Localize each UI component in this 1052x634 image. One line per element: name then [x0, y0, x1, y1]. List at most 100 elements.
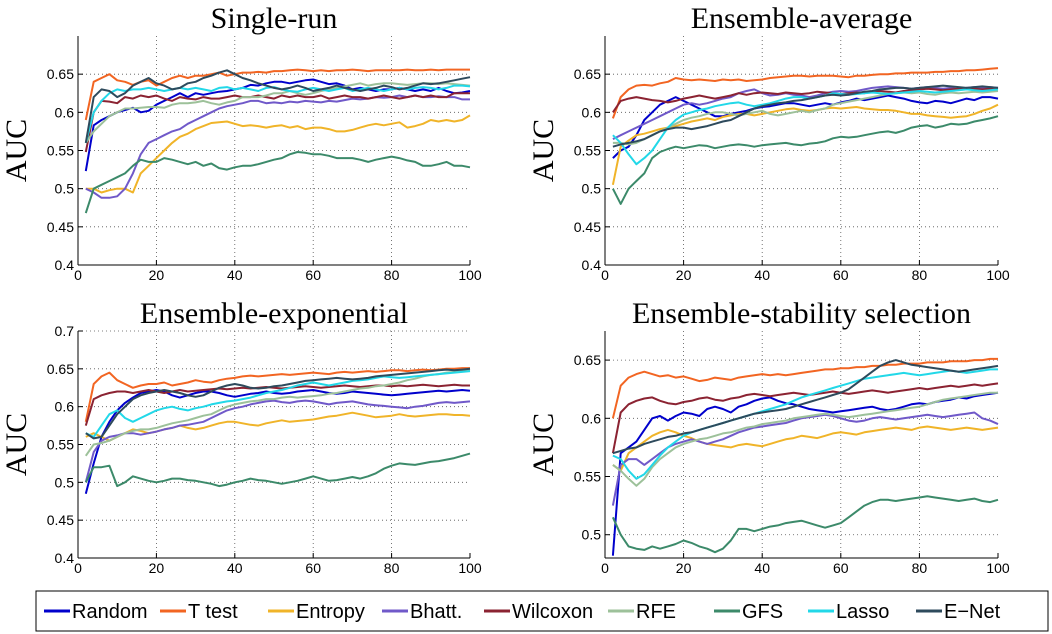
x-tick-label: 20: [676, 560, 692, 576]
y-tick-label: 0.65: [47, 361, 74, 377]
x-tick-label: 0: [74, 560, 82, 576]
x-tick-label: 60: [305, 267, 321, 283]
x-tick-label: 0: [601, 560, 609, 576]
x-tick-label: 100: [458, 267, 482, 283]
series-line-gfs: [84, 151, 471, 214]
y-tick-label: 0.65: [47, 66, 74, 82]
legend-label: RFE: [636, 601, 676, 623]
series-line-wilcoxon: [611, 382, 999, 454]
y-tick-label: 0.45: [574, 219, 601, 235]
y-tick-label: 0.6: [55, 399, 75, 415]
series-line-entropy: [612, 425, 999, 472]
series-line-bhatt: [612, 85, 999, 140]
y-tick-label: 0.45: [47, 219, 74, 235]
series-line-wilcoxon: [84, 92, 470, 153]
series-line-e-net: [85, 367, 471, 440]
series-line-rfe: [84, 369, 471, 457]
y-tick-label: 0.55: [574, 143, 601, 159]
y-tick-label: 0.5: [55, 181, 75, 197]
x-tick-label: 100: [458, 560, 482, 576]
y-tick-label: 0.6: [582, 104, 602, 120]
x-tick-label: 60: [833, 560, 849, 576]
y-tick-label: 0.5: [582, 527, 602, 543]
y-tick-label: 0.4: [55, 550, 75, 566]
series-line-lasso: [612, 88, 999, 166]
series-line-wilcoxon: [612, 86, 999, 113]
y-tick-label: 0.5: [55, 474, 75, 490]
x-tick-label: 60: [305, 560, 321, 576]
y-axis-label: AUC: [0, 413, 33, 476]
legend-label: Entropy: [296, 601, 365, 623]
y-axis-label: AUC: [527, 119, 560, 182]
series-line-rfe: [84, 82, 471, 144]
y-tick-label: 0.7: [55, 323, 75, 339]
series-line-gfs: [611, 495, 999, 554]
x-tick-label: 20: [149, 267, 165, 283]
y-tick-label: 0.45: [47, 512, 74, 528]
x-tick-label: 100: [986, 560, 1010, 576]
series-line-wilcoxon: [84, 383, 470, 426]
y-tick-label: 0.55: [47, 437, 74, 453]
series-line-e-net: [612, 84, 999, 148]
y-axis-label: AUC: [0, 119, 33, 182]
series-line-lasso: [85, 370, 471, 438]
series-line-bhatt: [84, 399, 471, 483]
series-line-e-net: [84, 69, 471, 144]
legend-label: Wilcoxon: [512, 601, 593, 623]
chart-panel-1: 0 20 40 60 80 100 0.4 0.45 0.5 0.55 0.6 0.65 Single-…: [0, 2, 482, 283]
series-line-e-net: [612, 359, 999, 455]
y-tick-label: 0.55: [47, 143, 74, 159]
x-tick-label: 80: [912, 560, 928, 576]
y-tick-label: 0.65: [574, 352, 601, 368]
x-tick-label: 40: [227, 267, 243, 283]
chart-panel-4: 0 20 40 60 80 100 0.5 0.55 0.6 0.65 Ensemble-stabi…: [527, 297, 1010, 576]
y-tick-label: 0.6: [55, 104, 75, 120]
series-line-random: [84, 389, 471, 494]
series-line-entropy: [85, 114, 471, 194]
y-tick-label: 0.4: [55, 257, 75, 273]
series-line-t-test: [611, 67, 999, 119]
series-line-gfs: [84, 452, 471, 488]
x-tick-label: 80: [384, 267, 400, 283]
series-line-t-test: [84, 68, 470, 121]
chart-title: Ensemble-exponential: [140, 297, 408, 330]
chart-panel-3: 0 20 40 60 80 100 0.4 0.45 0.5 0.55 0.6 0.65 0.7 Ense…: [0, 297, 482, 576]
legend-label: Lasso: [836, 601, 889, 623]
series-line-lasso: [612, 368, 998, 480]
series-line-gfs: [612, 115, 999, 205]
y-tick-label: 0.55: [574, 469, 601, 485]
series-line-bhatt: [611, 411, 999, 506]
y-tick-label: 0.4: [582, 257, 602, 273]
chart-title: Single-run: [211, 2, 338, 35]
legend-label: E−Net: [944, 601, 1001, 623]
x-tick-label: 40: [754, 560, 770, 576]
y-axis-label: AUC: [527, 413, 560, 476]
series-line-random: [612, 94, 999, 159]
legend-label: Bhatt.: [410, 601, 462, 623]
chart-title: Ensemble-stability selection: [632, 297, 971, 330]
x-tick-label: 80: [384, 560, 400, 576]
y-tick-label: 0.5: [582, 181, 602, 197]
series-line-rfe: [612, 391, 998, 487]
series-line-t-test: [84, 367, 470, 423]
x-tick-label: 40: [754, 267, 770, 283]
legend-label: GFS: [742, 601, 783, 623]
x-tick-label: 20: [149, 560, 165, 576]
series-line-rfe: [612, 90, 999, 146]
x-tick-label: 40: [227, 560, 243, 576]
legend-box: [35, 590, 1049, 632]
x-tick-label: 60: [833, 267, 849, 283]
x-tick-label: 100: [986, 267, 1010, 283]
x-tick-label: 0: [74, 267, 82, 283]
x-tick-label: 0: [601, 267, 609, 283]
x-tick-label: 80: [912, 267, 928, 283]
x-tick-label: 20: [676, 267, 692, 283]
y-tick-label: 0.6: [582, 410, 602, 426]
legend: Random T test Entropy Bhatt. Wilcoxon RFE GFS L…: [35, 590, 1049, 632]
legend-label: T test: [188, 601, 238, 623]
chart-panel-2: 0 20 40 60 80 100 0.4 0.45 0.5 0.55 0.6 0.65 Ensembl…: [527, 2, 1010, 283]
series-line-t-test: [611, 357, 998, 419]
legend-label: Random: [72, 601, 148, 623]
chart-title: Ensemble-average: [691, 2, 913, 35]
